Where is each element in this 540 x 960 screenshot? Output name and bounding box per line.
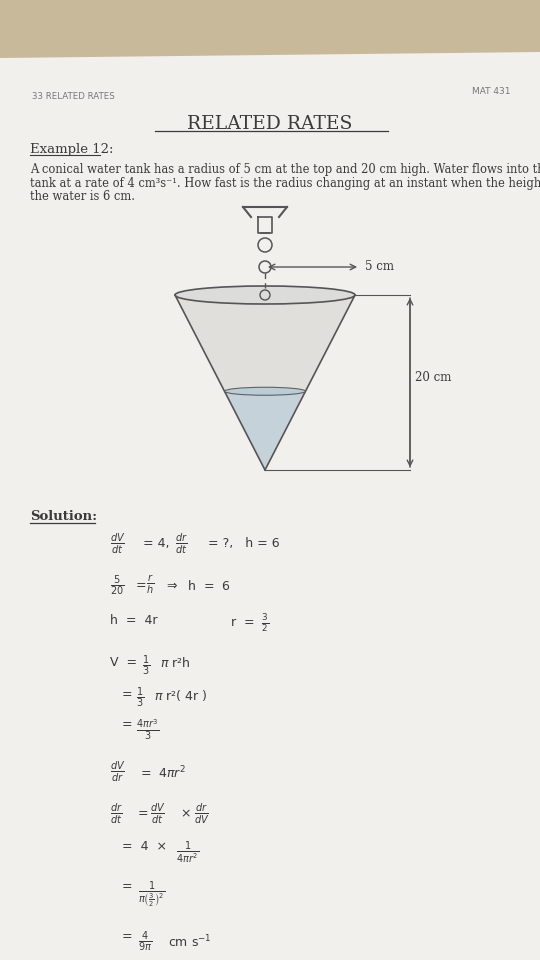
Text: $\frac{dr}{dt}$: $\frac{dr}{dt}$ [110,802,123,827]
Text: =: = [122,718,133,731]
Polygon shape [225,392,306,470]
Text: =: = [122,930,133,943]
Ellipse shape [175,286,355,304]
Text: $\frac{dr}{dV}$: $\frac{dr}{dV}$ [194,802,210,827]
Text: 5 cm: 5 cm [365,260,394,274]
Text: =: = [136,579,147,592]
Text: $\frac{1}{\pi\left(\frac{3}{2}\right)^2}$: $\frac{1}{\pi\left(\frac{3}{2}\right)^2}… [138,880,165,910]
Text: $\pi$ r²( 4r ): $\pi$ r²( 4r ) [154,688,207,703]
Text: =: = [122,688,133,701]
Text: h  =  4r: h = 4r [110,614,158,627]
Text: = ?,   h = 6: = ?, h = 6 [208,537,280,550]
Text: $\frac{dV}{dt}$: $\frac{dV}{dt}$ [110,532,125,557]
Text: = 4,: = 4, [143,537,170,550]
Text: $\frac{5}{20}$: $\frac{5}{20}$ [110,574,124,598]
Text: $\frac{1}{3}$: $\frac{1}{3}$ [142,654,150,679]
Text: $\frac{1}{3}$: $\frac{1}{3}$ [136,686,144,710]
Text: Example 12:: Example 12: [30,143,113,156]
Text: =  4  ×: = 4 × [122,840,167,853]
Text: A conical water tank has a radius of 5 cm at the top and 20 cm high. Water flows: A conical water tank has a radius of 5 c… [30,163,540,176]
Text: MAT 431: MAT 431 [471,87,510,96]
Text: $\pi$ r²h: $\pi$ r²h [160,656,191,670]
Text: $\frac{dV}{dr}$: $\frac{dV}{dr}$ [110,760,125,784]
Text: 20 cm: 20 cm [415,371,451,384]
Text: the water is 6 cm.: the water is 6 cm. [30,190,135,203]
Text: cm s$^{-1}$: cm s$^{-1}$ [168,934,212,950]
Text: $\Rightarrow$  h  =  6: $\Rightarrow$ h = 6 [164,579,231,593]
Text: =: = [122,880,133,893]
Text: $\frac{4\pi r^3}{3}$: $\frac{4\pi r^3}{3}$ [136,718,159,742]
Polygon shape [175,295,355,470]
Text: $\frac{4}{9\pi}$: $\frac{4}{9\pi}$ [138,930,152,954]
Text: =: = [138,807,149,820]
Ellipse shape [225,387,306,396]
Text: V  =: V = [110,656,137,669]
Text: RELATED RATES: RELATED RATES [187,115,353,133]
Text: tank at a rate of 4 cm³s⁻¹. How fast is the radius changing at an instant when t: tank at a rate of 4 cm³s⁻¹. How fast is … [30,177,540,189]
Text: Solution:: Solution: [30,510,97,523]
Text: $\times$: $\times$ [180,807,191,820]
Text: r  =  $\frac{3}{2}$: r = $\frac{3}{2}$ [230,612,269,634]
Polygon shape [0,52,540,960]
Text: $\frac{r}{h}$: $\frac{r}{h}$ [146,574,154,596]
Text: =  $4\pi r^2$: = $4\pi r^2$ [140,765,186,781]
Text: $\frac{dr}{dt}$: $\frac{dr}{dt}$ [175,532,188,557]
Text: $\frac{1}{4\pi r^2}$: $\frac{1}{4\pi r^2}$ [176,840,199,866]
Text: $\frac{dV}{dt}$: $\frac{dV}{dt}$ [150,802,165,827]
Text: 33 RELATED RATES: 33 RELATED RATES [32,92,114,101]
